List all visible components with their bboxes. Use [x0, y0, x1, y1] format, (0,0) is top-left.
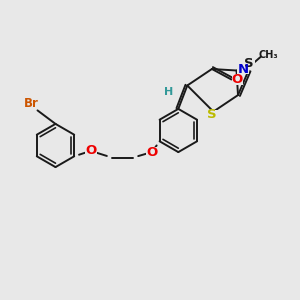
Text: S: S [207, 108, 217, 121]
Text: S: S [244, 57, 253, 70]
Bar [163, 88, 174, 97]
Bar [85, 146, 97, 156]
Text: Br: Br [24, 97, 39, 110]
Bar [237, 64, 249, 74]
Bar [242, 59, 254, 69]
Text: O: O [85, 144, 96, 158]
Text: N: N [238, 62, 249, 76]
Text: O: O [146, 146, 158, 159]
Bar [146, 147, 158, 158]
Bar [232, 74, 243, 85]
Bar [206, 110, 218, 120]
Text: H: H [164, 87, 173, 98]
Text: CH₃: CH₃ [259, 50, 278, 60]
Text: O: O [232, 73, 243, 86]
Bar [23, 98, 40, 109]
